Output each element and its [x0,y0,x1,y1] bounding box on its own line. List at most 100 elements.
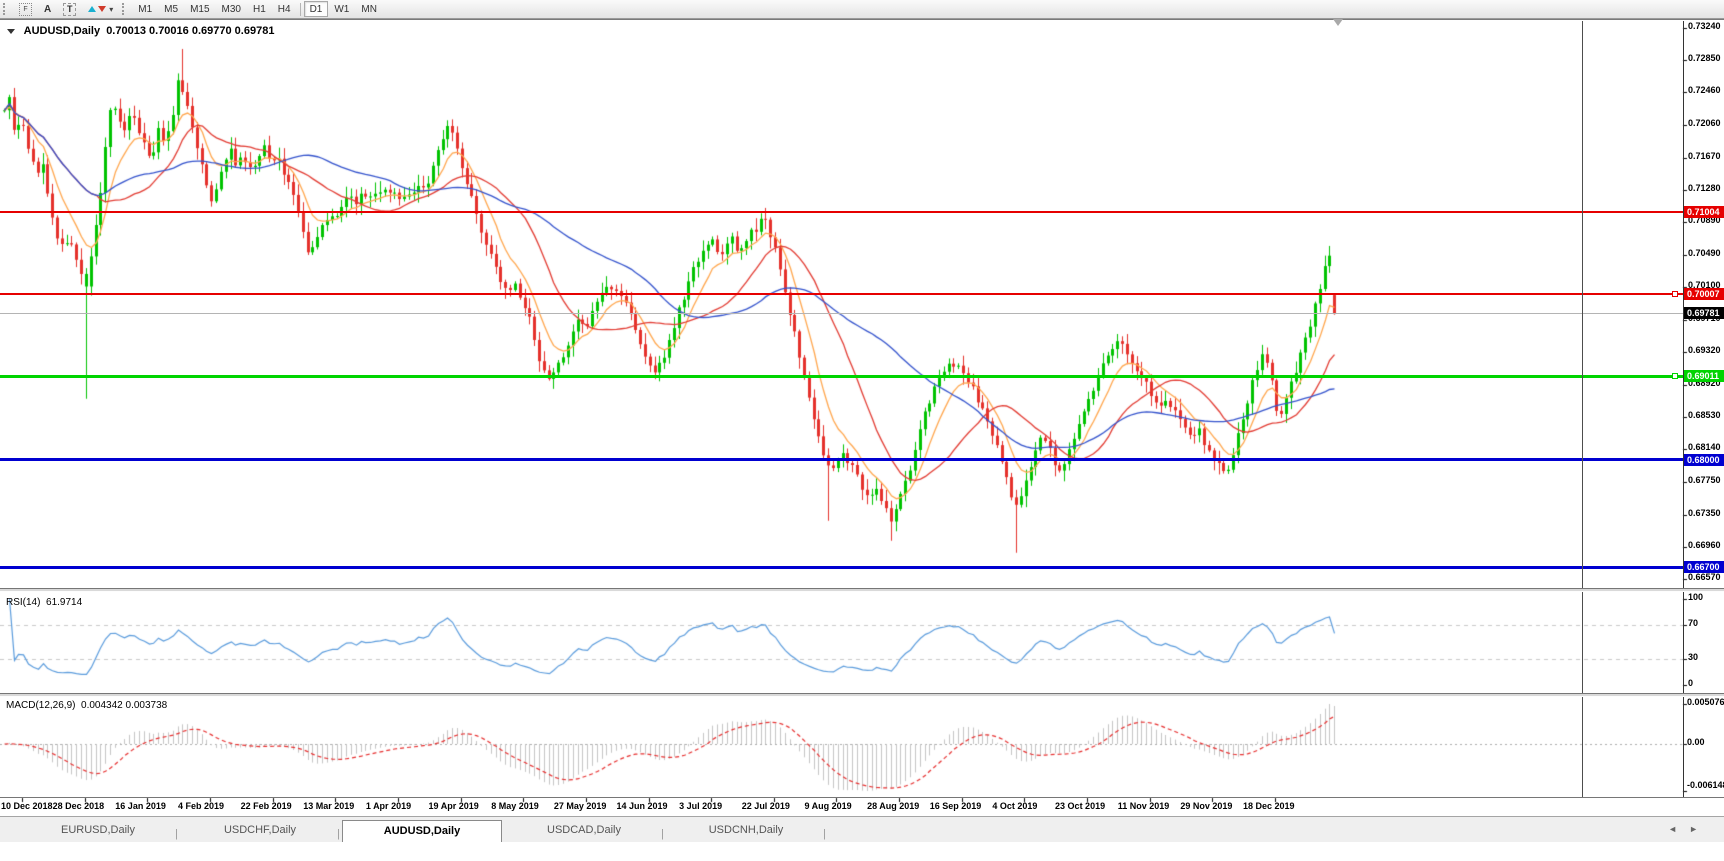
date-tick-label: 28 Dec 2018 [52,801,105,811]
timeframe-group: M1 M5 M15 M30 H1 H4 D1 W1 MN [132,1,383,17]
high-price-label: 0.70016 [149,25,189,37]
macd-scale-label: -0.006148 [1687,780,1724,790]
date-tick-label: 22 Jul 2019 [741,801,790,811]
price-tick-label: 0.70490 [1688,248,1721,259]
horizontal-line-0.71004[interactable] [0,210,1683,213]
line-price-tag: 0.71004 [1684,205,1724,218]
chart-tab-bar: ◄► EURUSD,Daily | USDCHF,Daily | AUDUSD,Dail… [0,816,1724,842]
line-anchor-marker[interactable] [1672,291,1678,298]
toolbar-drag-handle-2[interactable] [122,3,128,15]
date-tick-label: 4 Oct 2019 [992,801,1038,811]
rsi-scale-label: 0 [1688,678,1694,688]
macd-main-value: 0.004342 [81,700,123,711]
date-tick-label: 10 Dec 2018 [1,801,53,811]
bid-price-line [0,312,1683,314]
timeframe-button-H4[interactable]: H4 [277,3,291,15]
line-price-tag: 0.69011 [1684,370,1724,383]
price-tick-label: 0.68530 [1688,410,1721,421]
timeframe-button-M1[interactable]: M1 [138,3,153,15]
template-f-glyph: F [19,2,32,16]
line-price-tag: 0.68000 [1684,453,1724,466]
toolbar: F A T ▾ M1 M5 M15 M30 H1 H4 D1 W1 MN [0,0,1724,19]
date-tick-label: 27 May 2019 [553,801,607,811]
macd-scale-label: 0.00 [1687,737,1705,747]
bid-price-tag: 0.69781 [1684,306,1724,319]
line-anchor-marker[interactable] [1672,373,1678,380]
date-tick-label: 4 Feb 2019 [177,801,224,811]
macd-indicator-label: MACD(12,26,9) 0.004342 0.003738 [6,700,167,711]
date-tick-label: 9 Aug 2019 [804,801,852,811]
date-tick-label: 23 Oct 2019 [1055,801,1106,811]
panel-separator-rsi-macd[interactable] [0,693,1724,697]
rsi-name: RSI(14) [6,597,41,608]
horizontal-line-0.66700[interactable] [0,565,1683,569]
date-tick-label: 16 Jan 2019 [115,801,166,811]
date-tick-label: 11 Nov 2019 [1117,801,1170,811]
chart-tab-audusd[interactable]: AUDUSD,Daily [342,820,502,842]
price-tick-label: 0.67750 [1688,474,1721,485]
timeframe-button-H1[interactable]: H1 [252,3,266,15]
text-a-icon[interactable]: A [38,1,57,17]
tab-separator: | [661,828,664,840]
chart-canvas[interactable] [0,20,1724,861]
date-tick-label: 3 Jul 2019 [679,801,723,811]
chart-tab-usdcad[interactable]: USDCAD,Daily | [504,820,664,842]
window-menu-icon[interactable] [7,29,15,34]
rsi-indicator-label: RSI(14) 61.9714 [6,597,82,608]
line-price-tag: 0.66700 [1684,561,1724,574]
macd-name: MACD(12,26,9) [6,700,76,711]
timeframe-button-M15[interactable]: M15 [190,3,210,15]
price-tick-label: 0.73240 [1688,21,1721,31]
vertical-line-object[interactable] [1582,21,1583,797]
chart-tab-usdchf[interactable]: USDCHF,Daily | [180,820,340,842]
timeframe-button-M5[interactable]: M5 [164,3,179,15]
chart-window: AUDUSD,Daily 0.70013 0.70016 0.69770 0.6… [0,19,1724,861]
panel-separator-main-rsi[interactable] [0,588,1724,592]
price-tick-label: 0.70890 [1688,215,1721,226]
date-tick-label: 18 Dec 2019 [1243,801,1295,811]
date-tick-label: 14 Jun 2019 [616,801,668,811]
tab-scroll-left-button[interactable]: ◄ [1668,824,1690,834]
price-tick-label: 0.67350 [1688,507,1721,518]
date-tick-label: 19 Apr 2019 [428,801,479,811]
horizontal-line-0.70007[interactable] [0,293,1683,296]
rsi-scale-label: 70 [1688,617,1699,628]
price-tick-label: 0.71670 [1688,150,1721,161]
timeframe-button-MN[interactable]: MN [361,3,377,15]
tab-separator: | [337,828,340,840]
chart-tab-usdcnh[interactable]: USDCNH,Daily | [666,820,826,842]
tab-separator: | [175,828,178,840]
red-arrow-icon [98,6,107,12]
macd-scale-label: 0.005076 [1687,697,1724,707]
plot-right-border [1683,21,1684,797]
timeframe-button-M30[interactable]: M30 [221,3,241,15]
horizontal-line-0.68000[interactable] [0,458,1683,462]
chart-title[interactable]: AUDUSD,Daily 0.70013 0.70016 0.69770 0.6… [7,25,274,37]
date-tick-label: 1 Apr 2019 [365,801,412,811]
date-tick-label: 28 Aug 2019 [867,801,920,811]
timeframe-button-D1[interactable]: D1 [303,1,329,17]
timeframe-button-W1[interactable]: W1 [334,3,350,15]
date-tick-label: 13 Mar 2019 [303,801,355,811]
chart-shift-marker[interactable] [1333,19,1343,26]
horizontal-line-0.69011[interactable] [0,374,1683,378]
price-tick-label: 0.71280 [1688,182,1721,193]
text-label-icon[interactable]: T [57,1,82,17]
date-tick-label: 8 May 2019 [491,801,539,811]
graphic-objects-icon[interactable]: ▾ [82,1,119,17]
chevron-down-icon: ▾ [109,4,114,14]
tab-scroll-right-button[interactable]: ► [1689,824,1710,834]
text-a-glyph: A [44,3,52,15]
low-price-label: 0.69770 [191,25,232,37]
toolbar-drag-handle[interactable] [3,3,9,15]
price-tick-label: 0.69320 [1688,344,1721,355]
chart-tab-eurusd[interactable]: EURUSD,Daily | [18,820,178,842]
open-price-label: 0.70013 [106,25,146,37]
rsi-scale-label: 100 [1688,592,1704,602]
text-label-glyph: T [63,2,77,16]
price-tick-label: 0.72850 [1688,53,1721,64]
rsi-value: 61.9714 [46,597,83,608]
template-f-icon[interactable]: F [13,1,38,17]
date-tick-label: 29 Nov 2019 [1180,801,1233,811]
